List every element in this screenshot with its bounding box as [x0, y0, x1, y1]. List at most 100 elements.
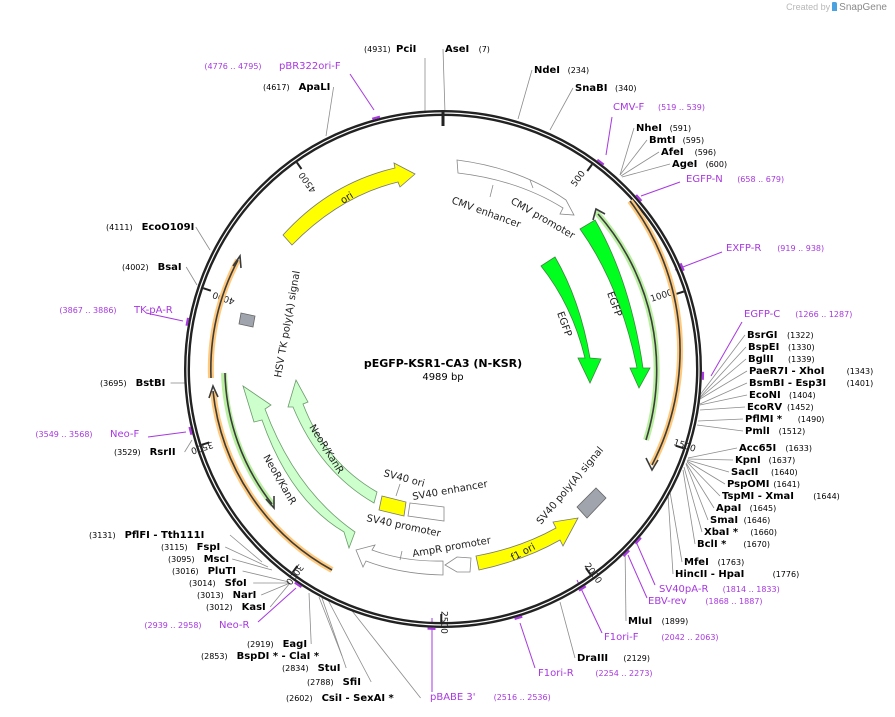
feature-sv40-ori [378, 495, 407, 517]
enzyme-position: (3131) [89, 531, 116, 540]
enzyme-name[interactable]: StuI [318, 663, 341, 674]
primer-name[interactable]: EGFP-C [744, 309, 780, 320]
enzyme-name[interactable]: DraIII [577, 653, 608, 664]
plasmid-length: 4989 bp [422, 372, 463, 383]
primer-name[interactable]: EBV-rev [648, 596, 687, 607]
primer-mark [514, 615, 523, 621]
feature-f1-ori [475, 517, 579, 571]
enzyme-position: (3014) [189, 579, 216, 588]
primer-range: (519 .. 539) [658, 103, 705, 112]
enzyme-position: (1322) [787, 331, 814, 340]
primer-name[interactable]: CMV-F [613, 102, 644, 113]
enzyme-name[interactable]: PflMI * [745, 414, 783, 425]
enzyme-name[interactable]: TspMI - XmaI [722, 491, 794, 502]
enzyme-name[interactable]: HincII - HpaI [675, 569, 744, 580]
enzyme-name[interactable]: KpnI [735, 455, 761, 466]
enzyme-position: (3016) [172, 567, 199, 576]
enzyme-name[interactable]: SfoI [225, 578, 247, 589]
enzyme-position: (2853) [201, 652, 228, 661]
enzyme-name[interactable]: NarI [233, 590, 257, 601]
enzyme-name[interactable]: PspOMI [727, 479, 769, 490]
primer-range: (1868 .. 1887) [705, 597, 762, 606]
label-leader-lines [145, 48, 748, 699]
feature-ori [282, 162, 416, 246]
primer-name[interactable]: EGFP-N [686, 174, 723, 185]
enzyme-name[interactable]: SfiI [343, 677, 361, 688]
enzyme-name[interactable]: PaeR7I - XhoI [749, 366, 825, 377]
enzyme-name[interactable]: EcoO109I [142, 222, 195, 233]
enzyme-position: (1452) [787, 403, 814, 412]
enzyme-name[interactable]: FspI [197, 542, 221, 553]
enzyme-name[interactable]: BspEI [748, 342, 779, 353]
enzyme-position: (1641) [773, 480, 800, 489]
tick-mark [586, 163, 593, 172]
enzyme-name[interactable]: AseI [445, 44, 469, 55]
enzyme-name[interactable]: BspDI * - ClaI * [237, 651, 320, 662]
enzyme-position: (595) [683, 136, 705, 145]
feature-label-hsv-tk-polya: HSV TK poly(A) signal [273, 270, 303, 379]
primer-name[interactable]: pBABE 3' [430, 692, 476, 703]
enzyme-name[interactable]: EagI [283, 639, 307, 650]
primer-range: (1814 .. 1833) [723, 585, 780, 594]
enzyme-name[interactable]: KasI [242, 602, 266, 613]
enzyme-position: (3115) [161, 543, 188, 552]
enzyme-position: (1343) [847, 367, 874, 376]
enzyme-position: (1660) [750, 528, 777, 537]
enzyme-name[interactable]: EcoNI [749, 390, 781, 401]
primer-name[interactable]: pBR322ori-F [279, 61, 341, 72]
enzyme-name[interactable]: MscI [204, 554, 230, 565]
enzyme-name[interactable]: MluI [628, 616, 652, 627]
enzyme-position: (1763) [718, 558, 745, 567]
enzyme-name[interactable]: CsiI - SexAI * [322, 693, 395, 704]
enzyme-name[interactable]: EcoRV [747, 402, 782, 413]
enzyme-name[interactable]: SacII [731, 467, 758, 478]
enzyme-name[interactable]: BsmBI - Esp3I [749, 378, 826, 389]
enzyme-name[interactable]: PmlI [745, 426, 770, 437]
enzyme-name[interactable]: BsrGI [747, 330, 777, 341]
enzyme-name[interactable]: BmtI [649, 135, 676, 146]
enzyme-name[interactable]: NheI [636, 123, 662, 134]
primer-name[interactable]: Neo-F [110, 429, 140, 440]
enzyme-position: (1644) [813, 492, 840, 501]
enzyme-name[interactable]: AgeI [672, 159, 697, 170]
primer-name[interactable]: Neo-R [219, 620, 250, 631]
primer-name[interactable]: F1ori-F [604, 632, 639, 643]
enzyme-name[interactable]: NdeI [534, 65, 560, 76]
enzyme-name[interactable]: BglII [748, 354, 774, 365]
tick-label: 500 [570, 169, 588, 189]
enzyme-name[interactable]: BstBI [136, 378, 166, 389]
enzyme-position: (1339) [788, 355, 815, 364]
enzyme-position: (3012) [206, 603, 233, 612]
enzyme-name[interactable]: AfeI [661, 147, 684, 158]
primer-mark [371, 115, 381, 120]
enzyme-name[interactable]: PciI [396, 44, 416, 55]
enzyme-position: (600) [706, 160, 728, 169]
enzyme-name[interactable]: RsrII [150, 447, 176, 458]
enzyme-name[interactable]: ApaI [716, 503, 741, 514]
enzyme-position: (2129) [623, 654, 650, 663]
enzyme-position: (1401) [847, 379, 874, 388]
enzyme-name[interactable]: SnaBI [575, 83, 607, 94]
enzyme-name[interactable]: ApaLI [299, 82, 331, 93]
primer-mark [578, 585, 587, 592]
primer-mark [188, 426, 193, 436]
tick-mark [675, 444, 684, 450]
enzyme-name[interactable]: PflFI - Tth111I [125, 530, 205, 541]
enzyme-position: (1633) [785, 444, 812, 453]
primer-name[interactable]: TK-pA-R [133, 305, 173, 316]
enzyme-name[interactable]: BsaI [158, 262, 182, 273]
primer-mark [679, 262, 685, 272]
primer-name[interactable]: F1ori-R [538, 668, 574, 679]
enzyme-name[interactable]: XbaI * [704, 527, 739, 538]
enzyme-position: (3695) [100, 379, 127, 388]
enzyme-name[interactable]: Acc65I [739, 443, 776, 454]
enzyme-name[interactable]: PluTI [208, 566, 236, 577]
primer-range: (3549 .. 3568) [35, 430, 92, 439]
enzyme-name[interactable]: SmaI [710, 515, 738, 526]
primer-name[interactable]: EXFP-R [726, 243, 761, 254]
enzyme-position: (3013) [197, 591, 224, 600]
enzyme-name[interactable]: BclI * [697, 539, 727, 550]
enzyme-name[interactable]: MfeI [684, 557, 709, 568]
primer-name[interactable]: SV40pA-R [659, 584, 708, 595]
